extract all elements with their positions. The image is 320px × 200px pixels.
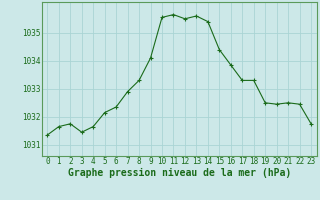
X-axis label: Graphe pression niveau de la mer (hPa): Graphe pression niveau de la mer (hPa) [68, 168, 291, 178]
